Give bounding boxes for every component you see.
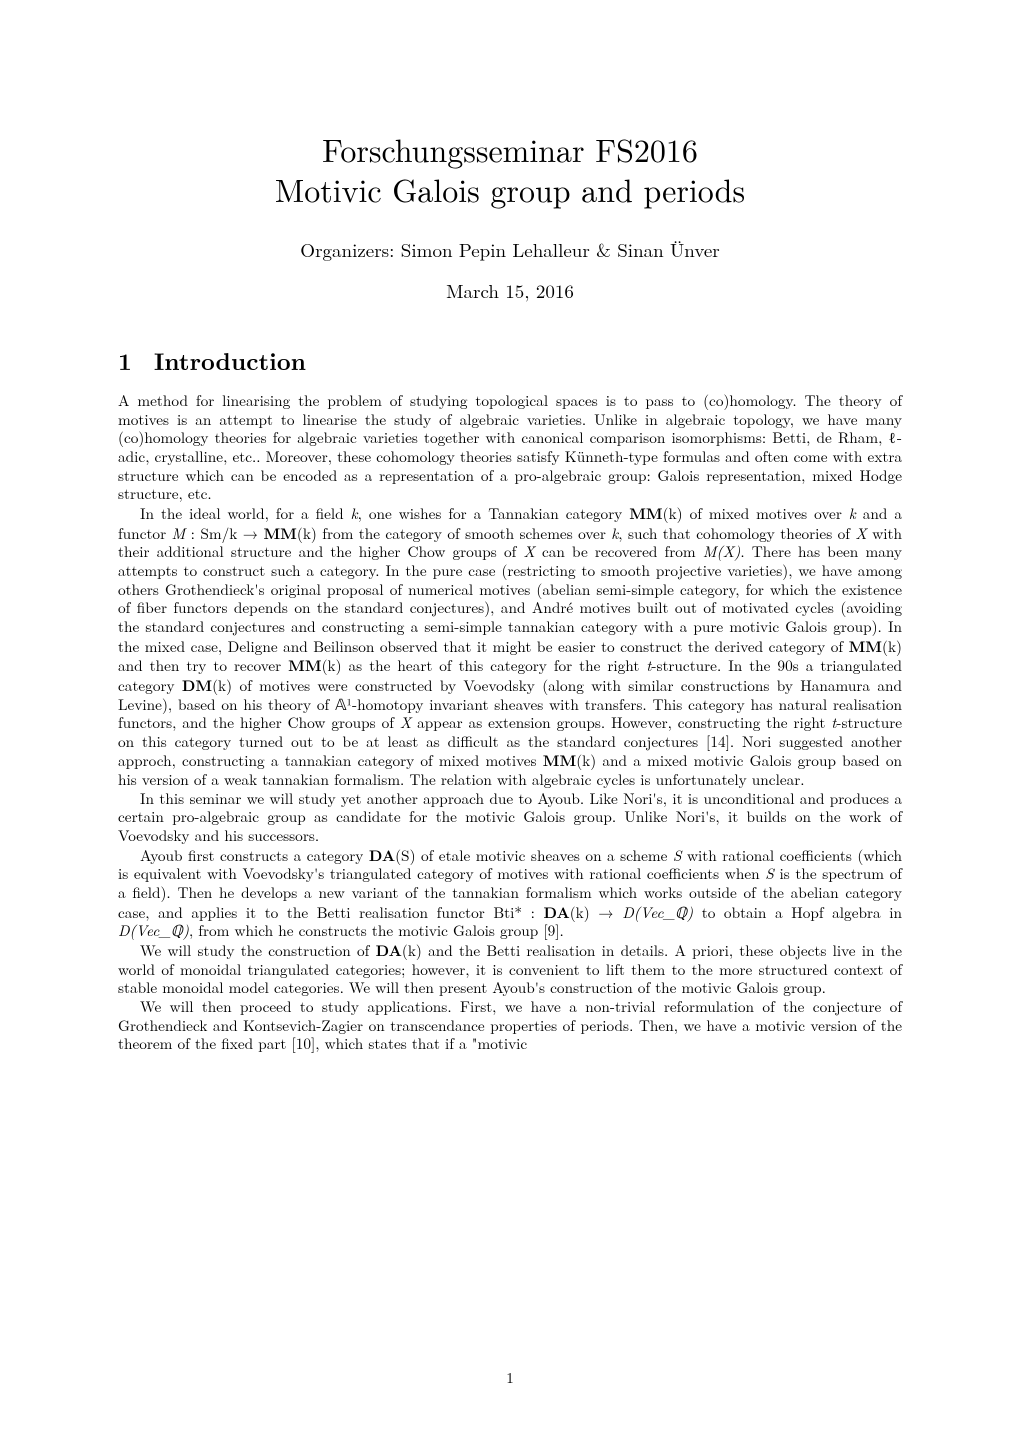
- math-MMk: MM: [849, 635, 882, 657]
- p4-text: to obtain a Hopf algebra in: [693, 902, 902, 923]
- document-title: Forschungsseminar FS2016 Motivic Galois …: [118, 130, 902, 210]
- authors-line: Organizers: Simon Pepin Lehalleur & Sina…: [118, 236, 902, 263]
- math-MMk: MM: [629, 502, 662, 524]
- page-number: 1: [0, 1367, 1020, 1388]
- title-line-1: Forschungsseminar FS2016: [322, 127, 698, 172]
- paragraph-4: Ayoub first constructs a category DA(S) …: [118, 846, 902, 941]
- math-DVecQ: D(Vec_ℚ): [118, 920, 189, 941]
- p2-text: as the heart of this category for the ri…: [342, 655, 647, 676]
- math-MMk-arg: (k): [663, 503, 683, 524]
- p2-text: , one wishes for a Tannakian category: [358, 503, 630, 524]
- p2-text: In the ideal world, for a field: [140, 503, 351, 524]
- section-title: Introduction: [154, 344, 306, 378]
- paragraph-3: In this seminar we will study yet anothe…: [118, 790, 902, 846]
- math-MMk-arg: (k): [882, 636, 902, 657]
- section-number: 1: [118, 344, 132, 378]
- math-MMk: MM: [288, 654, 321, 676]
- section-heading: 1 Introduction: [118, 344, 902, 378]
- math-DVecQ: D(Vec_ℚ): [622, 902, 693, 923]
- p2-text: of mixed motives over: [683, 503, 849, 524]
- math-DAk-arg: (k): [570, 902, 590, 923]
- math-MMk-arg: (k): [322, 655, 342, 676]
- title-line-2: Motivic Galois group and periods: [275, 167, 745, 212]
- date-line: March 15, 2016: [118, 277, 902, 304]
- paragraph-5: We will study the construction of DA(k) …: [118, 941, 902, 998]
- paragraph-2: In the ideal world, for a field k, one w…: [118, 504, 902, 790]
- paragraph-6: We will then proceed to study applicatio…: [118, 998, 902, 1054]
- math-arrow: →: [590, 902, 622, 923]
- math-k: k: [849, 503, 856, 524]
- page-container: Forschungsseminar FS2016 Motivic Galois …: [0, 0, 1020, 1442]
- math-k: k: [351, 503, 358, 524]
- page-content: Forschungsseminar FS2016 Motivic Galois …: [0, 0, 1020, 1094]
- paragraph-1: A method for linearising the problem of …: [118, 392, 902, 504]
